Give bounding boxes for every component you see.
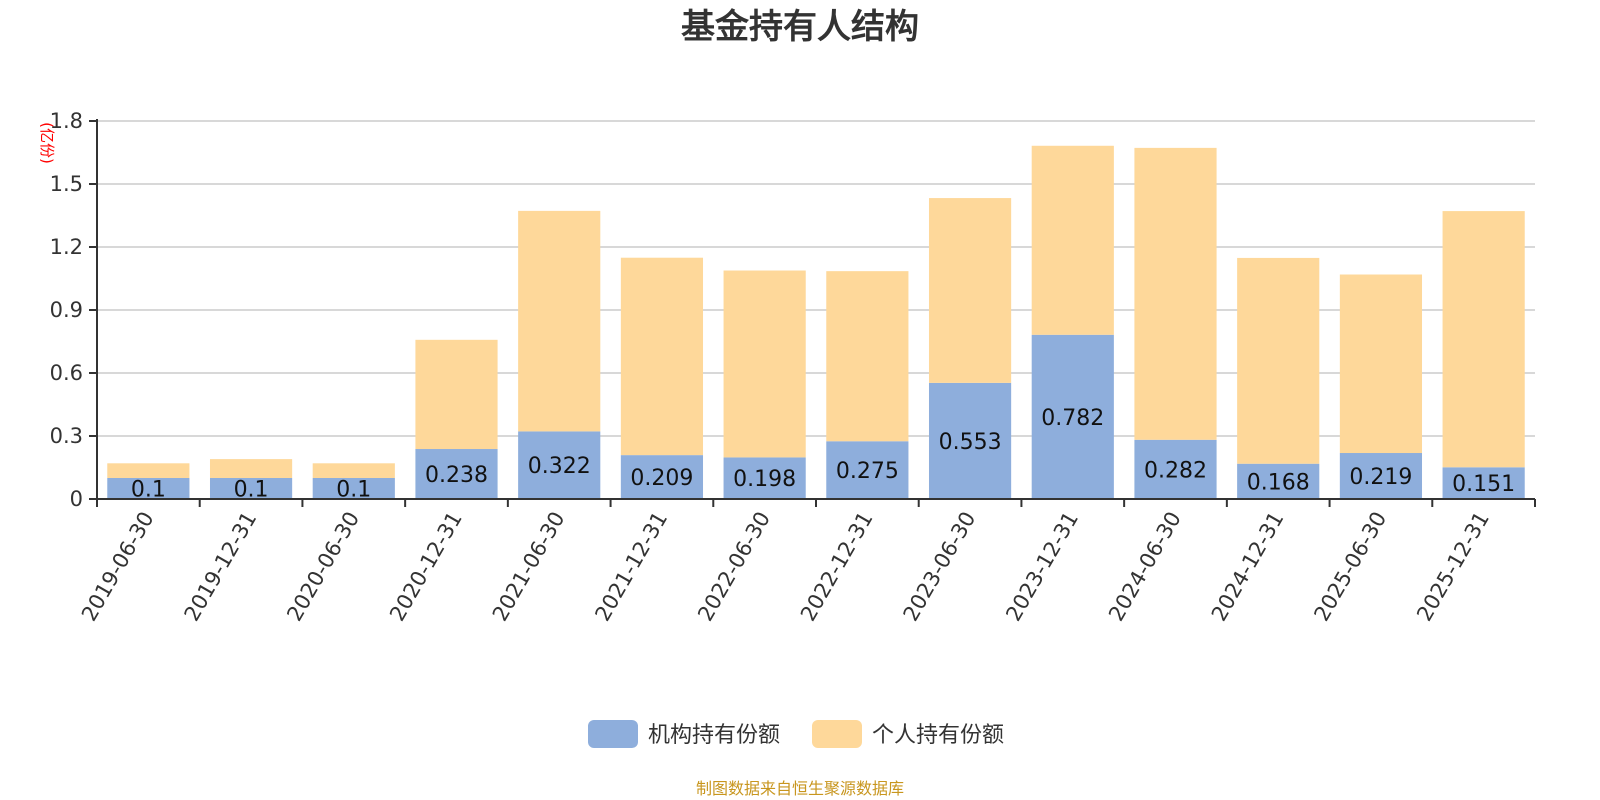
bar-institutional-2024-12-31[interactable] — [1237, 463, 1320, 499]
bar-individual-2024-06-30[interactable] — [1134, 147, 1217, 440]
y-tick-label: 0.9 — [50, 298, 83, 322]
bar-institutional-2025-12-31[interactable] — [1442, 467, 1525, 499]
bar-institutional-2020-12-31[interactable] — [415, 449, 498, 499]
bar-individual-2022-12-31[interactable] — [826, 271, 909, 442]
bars — [107, 145, 1525, 499]
bar-institutional-2025-06-30[interactable] — [1339, 453, 1423, 499]
x-tick-label: 2023-06-30 — [899, 508, 981, 626]
bar-individual-2019-12-31[interactable] — [209, 459, 293, 478]
x-tick-label: 2024-12-31 — [1207, 508, 1289, 626]
data-label-institutional: 0.275 — [836, 459, 899, 484]
bar-individual-2021-06-30[interactable] — [518, 210, 601, 432]
bar-individual-2019-06-30[interactable] — [107, 463, 190, 478]
bar-institutional-2023-12-31[interactable] — [1031, 334, 1114, 499]
data-label-institutional: 0.553 — [939, 430, 1002, 455]
y-axis-unit-label: (亿份) — [38, 122, 56, 164]
bar-individual-2021-12-31[interactable] — [620, 257, 704, 456]
x-tick-label: 2021-12-31 — [590, 508, 672, 626]
bar-institutional-2021-06-30[interactable] — [518, 431, 601, 499]
x-tick-label: 2019-12-31 — [180, 508, 262, 626]
y-tick-label: 1.5 — [50, 172, 83, 196]
data-label-institutional: 0.168 — [1247, 470, 1310, 495]
x-tick-label: 2025-06-30 — [1309, 508, 1391, 626]
data-label-institutional: 0.782 — [1041, 406, 1104, 431]
legend-item-1[interactable]: 个人持有份额 — [812, 720, 1004, 748]
x-tick-label: 2022-06-30 — [693, 508, 775, 626]
bar-institutional-2022-06-30[interactable] — [723, 457, 806, 499]
x-tick-label: 2021-06-30 — [488, 508, 570, 626]
bar-individual-2023-06-30[interactable] — [928, 198, 1012, 383]
legend-label: 机构持有份额 — [648, 723, 780, 748]
grid-lines — [97, 120, 1535, 437]
bar-institutional-2023-06-30[interactable] — [928, 382, 1012, 499]
legend-swatch — [812, 720, 862, 748]
x-tick-label: 2020-12-31 — [385, 508, 467, 626]
bar-institutional-2020-06-30[interactable] — [312, 478, 395, 499]
bar-institutional-2022-12-31[interactable] — [826, 441, 909, 499]
bar-individual-2023-12-31[interactable] — [1031, 145, 1114, 335]
data-source-note: 制图数据来自恒生聚源数据库 — [696, 779, 904, 798]
data-label-institutional: 0.322 — [528, 454, 591, 479]
bar-individual-2020-06-30[interactable] — [312, 463, 395, 478]
bar-institutional-2019-06-30[interactable] — [107, 478, 190, 499]
legend[interactable]: 机构持有份额 个人持有份额 — [588, 720, 1004, 748]
bar-institutional-2021-12-31[interactable] — [620, 455, 704, 499]
data-label-institutional: 0.151 — [1452, 472, 1515, 497]
data-label-institutional: 0.238 — [425, 463, 488, 488]
x-tick-label: 2020-06-30 — [282, 508, 364, 626]
chart-title: 基金持有人结构 — [681, 7, 919, 47]
bar-individual-2022-06-30[interactable] — [723, 270, 806, 458]
data-label-institutional: 0.219 — [1349, 465, 1412, 490]
legend-label: 个人持有份额 — [872, 723, 1004, 748]
x-tick-label: 2024-06-30 — [1104, 508, 1186, 626]
x-tick-label: 2019-06-30 — [77, 508, 159, 626]
bar-institutional-2024-06-30[interactable] — [1134, 439, 1217, 499]
y-tick-label: 0.3 — [50, 424, 83, 448]
data-label-institutional: 0.209 — [630, 466, 693, 491]
x-tick-label: 2025-12-31 — [1412, 508, 1494, 626]
data-label-institutional: 0.198 — [733, 467, 796, 492]
bar-individual-2025-06-30[interactable] — [1339, 274, 1423, 454]
bar-institutional-2019-12-31[interactable] — [209, 478, 293, 499]
y-tick-label: 0.6 — [50, 361, 83, 385]
x-tick-label: 2022-12-31 — [796, 508, 878, 626]
legend-item-0[interactable]: 机构持有份额 — [588, 720, 780, 748]
data-label-institutional: 0.282 — [1144, 458, 1207, 483]
y-tick-label: 1.2 — [50, 235, 83, 259]
x-tick-label: 2023-12-31 — [1001, 508, 1083, 626]
bar-individual-2024-12-31[interactable] — [1237, 257, 1320, 464]
y-tick-label: 1.8 — [50, 109, 83, 133]
bar-individual-2020-12-31[interactable] — [415, 339, 498, 450]
legend-swatch — [588, 720, 638, 748]
bar-individual-2025-12-31[interactable] — [1442, 211, 1525, 468]
y-tick-label: 0 — [70, 487, 83, 511]
